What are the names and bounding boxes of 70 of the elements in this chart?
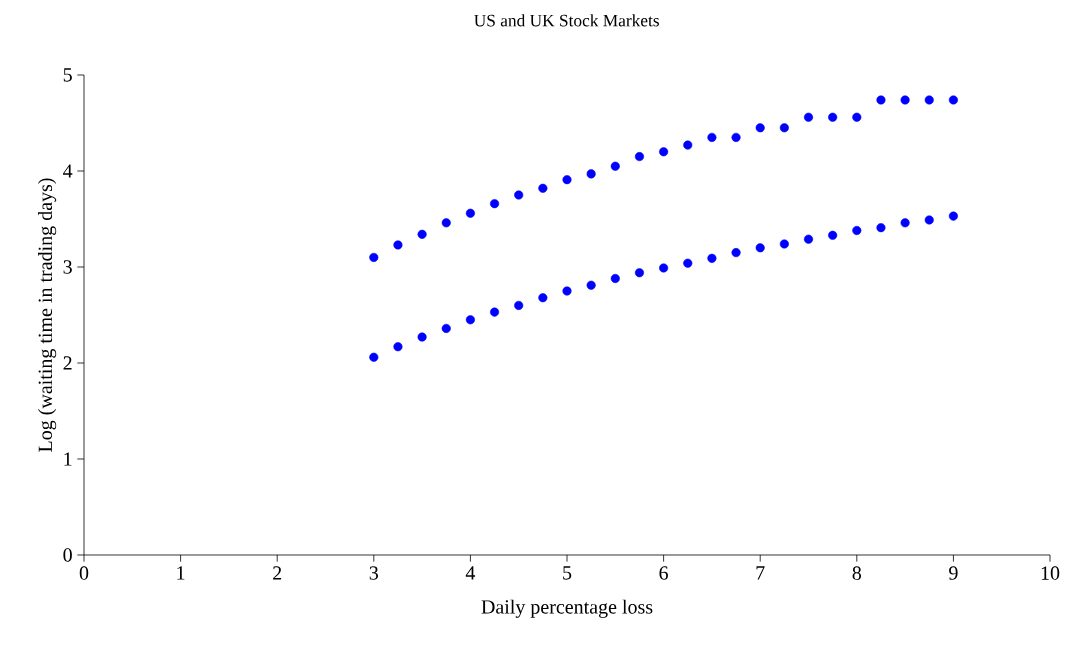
- x-tick-label: 0: [79, 566, 89, 580]
- x-tick-label: 5: [563, 566, 572, 580]
- point: [417, 229, 427, 239]
- point: [490, 307, 500, 317]
- y-axis-title: Log (waiting time in trading days): [38, 178, 57, 452]
- point: [659, 263, 669, 273]
- x-tick-label: 2: [273, 566, 282, 580]
- point: [731, 248, 741, 258]
- point: [369, 252, 379, 262]
- point: [876, 223, 886, 233]
- point: [924, 215, 934, 225]
- point: [803, 112, 814, 122]
- point: [562, 175, 572, 185]
- point: [465, 208, 475, 218]
- point: [610, 161, 620, 171]
- point: [441, 218, 451, 228]
- x-tick-label: 6: [659, 566, 668, 580]
- point: [852, 225, 862, 236]
- point: [586, 280, 596, 290]
- point: [779, 123, 789, 133]
- point: [369, 352, 379, 362]
- x-tick-label: 4: [465, 566, 476, 580]
- point: [538, 183, 548, 193]
- point: [562, 286, 572, 296]
- x-tick-label: 9: [949, 566, 958, 580]
- point: [755, 243, 765, 253]
- point: [707, 253, 717, 263]
- y-tick-label: 3: [63, 260, 72, 274]
- point: [948, 95, 958, 105]
- point: [900, 95, 910, 105]
- point: [465, 315, 475, 325]
- x-tick-label: 3: [369, 566, 379, 580]
- y-tick-label: 2: [63, 356, 72, 370]
- point: [755, 123, 765, 133]
- x-tick-label: 1: [177, 566, 185, 580]
- point: [586, 169, 596, 179]
- x-tick-label: 7: [756, 566, 765, 580]
- point: [610, 273, 620, 284]
- point: [828, 230, 838, 240]
- point: [441, 323, 451, 333]
- y-tick-label: 0: [63, 548, 72, 562]
- point: [683, 258, 693, 268]
- point: [538, 293, 548, 303]
- x-tick-label: 8: [852, 566, 862, 580]
- y-tick-label: 4: [63, 164, 73, 178]
- point: [683, 140, 693, 150]
- point: [731, 132, 741, 142]
- point: [634, 152, 644, 162]
- point: [924, 95, 934, 105]
- x-axis-title: Daily percentage loss: [481, 599, 653, 618]
- x-tick-label: 10: [1041, 566, 1060, 580]
- point: [948, 211, 958, 221]
- y-tick-label: 5: [63, 68, 72, 82]
- point: [490, 199, 500, 209]
- y-tick-label: 1: [64, 452, 72, 466]
- point: [828, 112, 838, 122]
- point: [634, 268, 644, 278]
- point: [417, 332, 427, 342]
- chart-title: US and UK Stock Markets: [474, 14, 659, 27]
- point: [779, 239, 789, 249]
- point: [707, 132, 717, 142]
- point: [393, 240, 403, 250]
- point: [803, 234, 814, 244]
- point: [514, 190, 524, 200]
- point: [659, 147, 669, 157]
- point: [876, 95, 886, 105]
- point: [393, 342, 403, 352]
- point: [514, 300, 524, 310]
- point: [900, 218, 910, 228]
- point: [852, 112, 862, 122]
